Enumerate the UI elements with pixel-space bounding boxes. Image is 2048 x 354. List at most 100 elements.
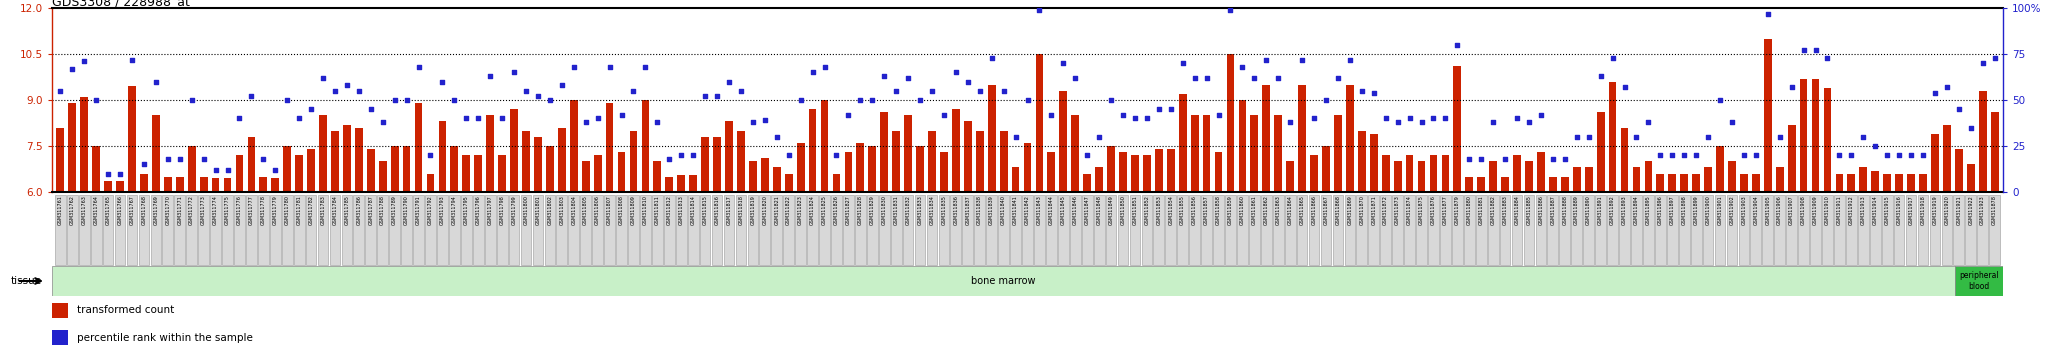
Text: GSM311921: GSM311921 (1956, 195, 1962, 225)
Text: GSM311786: GSM311786 (356, 195, 360, 225)
Text: GSM311853: GSM311853 (1157, 195, 1161, 225)
Text: GSM311777: GSM311777 (250, 195, 254, 225)
Point (211, 167, 244, 173)
Bar (1417, 161, 1425, 192)
Point (295, 106, 328, 112)
Bar (1083, 173, 1092, 192)
Bar (1274, 115, 1282, 192)
Bar (1262, 85, 1270, 192)
Text: GSM311791: GSM311791 (416, 195, 422, 225)
Point (1776, 84, 1808, 90)
FancyBboxPatch shape (1047, 195, 1057, 265)
Bar (606, 103, 614, 192)
FancyBboxPatch shape (305, 195, 317, 265)
FancyBboxPatch shape (221, 195, 233, 265)
Bar (952, 109, 961, 192)
Point (700, 93, 733, 99)
Text: GSM311769: GSM311769 (154, 195, 158, 225)
Bar (666, 177, 674, 192)
Bar (1526, 161, 1532, 192)
Point (1442, 42, 1475, 48)
Point (391, 97, 424, 103)
Point (1716, 119, 1749, 125)
FancyBboxPatch shape (293, 195, 305, 265)
Bar (1214, 152, 1223, 192)
FancyBboxPatch shape (1942, 195, 1952, 265)
Point (1249, 57, 1282, 62)
Point (1118, 115, 1151, 121)
Text: GSM311868: GSM311868 (1335, 195, 1341, 225)
Bar (1155, 149, 1163, 192)
Point (1214, 7, 1247, 13)
FancyBboxPatch shape (1655, 195, 1665, 265)
FancyBboxPatch shape (1165, 195, 1176, 265)
Point (1047, 61, 1079, 66)
Bar (307, 149, 315, 192)
Text: GSM311882: GSM311882 (1491, 195, 1495, 225)
FancyBboxPatch shape (1763, 195, 1774, 265)
FancyBboxPatch shape (1094, 195, 1104, 265)
Point (713, 79, 745, 85)
Bar (1669, 173, 1675, 192)
Bar (92, 146, 100, 192)
Text: GSM311799: GSM311799 (512, 195, 516, 225)
Text: GSM311880: GSM311880 (1466, 195, 1473, 225)
Bar (809, 109, 817, 192)
Point (1823, 152, 1855, 158)
Bar (1907, 173, 1915, 192)
Point (987, 88, 1020, 93)
Bar (117, 181, 125, 192)
Bar (618, 152, 625, 192)
Bar (80, 97, 88, 192)
Text: GSM311923: GSM311923 (1980, 195, 1985, 225)
FancyBboxPatch shape (1262, 195, 1272, 265)
Bar (653, 161, 662, 192)
Bar (272, 178, 279, 192)
Text: GSM311907: GSM311907 (1790, 195, 1794, 225)
FancyBboxPatch shape (1010, 195, 1022, 265)
Point (1155, 106, 1188, 112)
Bar (1763, 39, 1772, 192)
Text: GSM311808: GSM311808 (618, 195, 625, 225)
Text: GSM311815: GSM311815 (702, 195, 709, 225)
Text: GSM311840: GSM311840 (1001, 195, 1006, 225)
Bar (1323, 146, 1329, 192)
FancyBboxPatch shape (1702, 195, 1714, 265)
Point (535, 97, 567, 103)
FancyBboxPatch shape (1929, 195, 1939, 265)
Bar (223, 178, 231, 192)
Point (1751, 11, 1784, 16)
Bar (1884, 173, 1890, 192)
Point (1573, 134, 1606, 139)
FancyBboxPatch shape (963, 195, 973, 265)
Point (1978, 55, 2011, 61)
Bar (68, 103, 76, 192)
FancyBboxPatch shape (1225, 195, 1235, 265)
Point (666, 152, 698, 158)
Text: GSM311818: GSM311818 (739, 195, 743, 225)
Text: peripheral
blood: peripheral blood (1960, 271, 1999, 291)
Bar (211, 178, 219, 192)
Point (999, 134, 1032, 139)
Bar (1202, 115, 1210, 192)
FancyBboxPatch shape (987, 195, 997, 265)
Point (152, 156, 184, 162)
Text: GSM311794: GSM311794 (453, 195, 457, 225)
Point (1524, 112, 1556, 118)
Text: GSM311784: GSM311784 (332, 195, 338, 225)
Point (92, 171, 125, 176)
Bar (762, 158, 768, 192)
Bar (1860, 167, 1868, 192)
Text: GSM311802: GSM311802 (547, 195, 553, 225)
Point (414, 152, 446, 158)
Point (1464, 156, 1497, 162)
Point (1071, 152, 1104, 158)
FancyBboxPatch shape (1022, 195, 1032, 265)
Bar (1729, 161, 1737, 192)
FancyBboxPatch shape (1907, 195, 1917, 265)
Text: GSM311890: GSM311890 (1587, 195, 1591, 225)
Text: GSM311886: GSM311886 (1538, 195, 1544, 225)
Bar (737, 131, 745, 192)
Text: GSM311790: GSM311790 (403, 195, 410, 225)
Text: transformed count: transformed count (76, 305, 174, 315)
